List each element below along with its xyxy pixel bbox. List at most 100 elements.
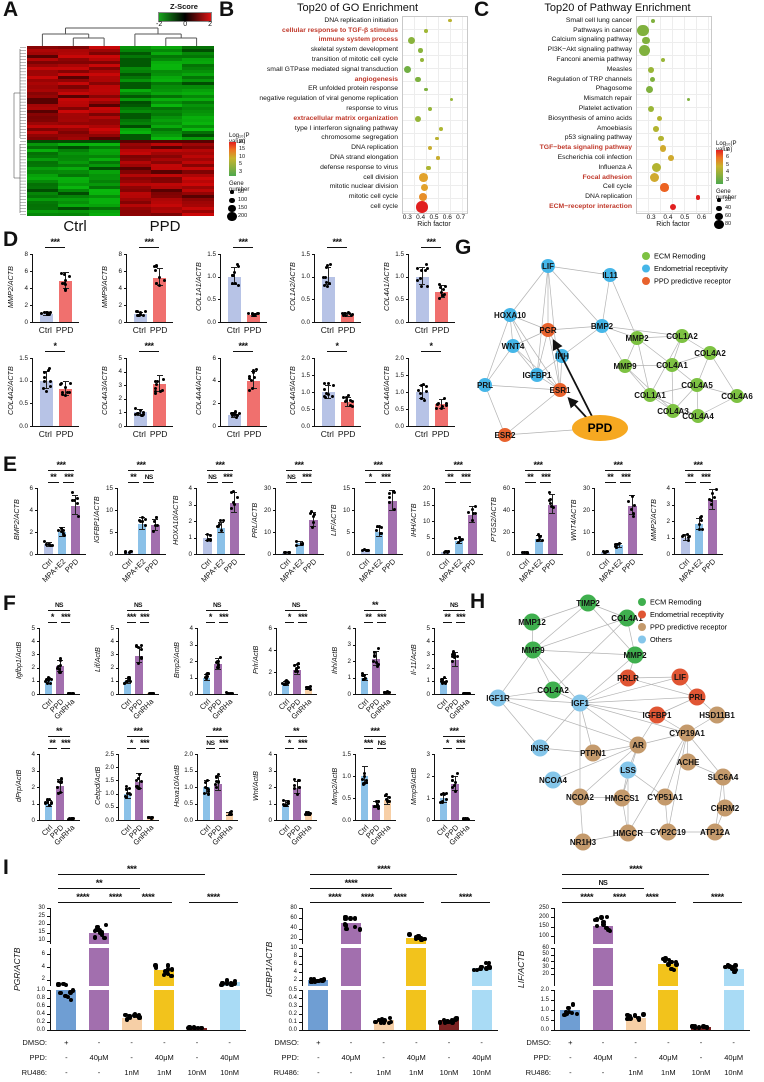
heatmap-cell xyxy=(89,212,121,217)
y-tick-label: 1.0 xyxy=(36,986,45,993)
y-tick-mark xyxy=(353,754,356,755)
error-bar xyxy=(458,537,460,544)
heatmap-cell xyxy=(151,70,183,74)
data-point xyxy=(165,971,171,977)
heatmap-cell xyxy=(151,52,183,56)
network-node-col4a4 xyxy=(691,409,705,423)
data-point xyxy=(219,518,223,522)
data-point xyxy=(419,383,423,387)
bar xyxy=(216,527,226,554)
dotplot-category-label: negative regulation of viral genome repl… xyxy=(259,95,398,103)
data-point xyxy=(63,289,67,293)
y-tick-mark xyxy=(432,798,435,799)
data-point xyxy=(139,312,143,316)
heatmap-cell xyxy=(151,91,183,96)
dotplot-category-label: Calcium signaling pathway xyxy=(551,36,632,44)
y-tick-mark xyxy=(124,426,127,427)
significance-label: **** xyxy=(377,864,391,875)
data-point xyxy=(56,982,61,988)
data-point xyxy=(48,311,52,315)
condition-value: - xyxy=(349,1068,353,1077)
data-point xyxy=(601,922,606,927)
data-point xyxy=(466,817,470,821)
heatmap-cell xyxy=(182,212,214,217)
y-tick-mark xyxy=(47,1006,50,1007)
bar xyxy=(135,655,143,694)
axis-segment xyxy=(302,948,303,986)
heatmap-cell xyxy=(120,143,152,147)
network-node-label: INSR xyxy=(530,744,549,753)
condition-value: 10nM xyxy=(187,1068,207,1077)
dotplot-category-label: Focal adhesion xyxy=(582,173,632,181)
data-point xyxy=(62,273,66,277)
data-point xyxy=(327,381,331,385)
data-point xyxy=(450,778,454,782)
error-bar-cap xyxy=(452,652,458,654)
y-tick-label: 40 xyxy=(290,925,297,932)
heatmap-cell xyxy=(120,46,152,50)
network-node-hmgcr xyxy=(619,824,637,842)
error-bar-cap xyxy=(344,315,351,317)
data-point xyxy=(163,279,167,283)
significance-label: NS xyxy=(133,602,143,609)
data-point xyxy=(377,524,381,528)
x-group-label: PPD xyxy=(431,429,450,439)
network-node-label: LSS xyxy=(620,766,636,775)
y-tick-label: 0.0 xyxy=(395,422,404,430)
axis-segment xyxy=(50,948,51,986)
legend-gene-tick: 60 xyxy=(725,212,732,219)
data-point xyxy=(349,314,353,318)
network-node-label: COL4A2 xyxy=(694,349,726,358)
y-tick-label: 1 xyxy=(268,800,272,807)
heatmap-cell xyxy=(27,161,59,165)
network-node-mmp12 xyxy=(523,613,541,631)
x-group-label: Ctrl xyxy=(226,325,240,335)
data-point xyxy=(304,686,308,689)
legend-gene-dot xyxy=(715,212,723,221)
data-point xyxy=(124,1017,130,1022)
data-point xyxy=(58,990,63,996)
segmented-plot xyxy=(47,908,246,1031)
data-point xyxy=(143,310,147,314)
data-point xyxy=(324,265,328,269)
condition-value: 1nM xyxy=(661,1068,676,1077)
data-point xyxy=(669,959,674,965)
data-point xyxy=(135,310,139,314)
significance-line xyxy=(442,736,466,737)
heatmap-cell xyxy=(120,109,152,114)
network-node-prl xyxy=(478,378,492,392)
y-tick-mark xyxy=(47,954,50,956)
data-point xyxy=(60,776,64,780)
data-point xyxy=(169,973,174,978)
heatmap-cell xyxy=(182,170,214,174)
significance-label: * xyxy=(129,738,134,748)
data-point xyxy=(322,388,326,392)
y-tick-mark xyxy=(116,767,119,769)
data-point xyxy=(307,685,311,689)
data-point xyxy=(725,963,731,968)
data-point xyxy=(666,962,671,967)
data-point xyxy=(422,936,427,942)
network-node-label: COL1A1 xyxy=(634,391,666,400)
data-point xyxy=(63,982,69,988)
bar xyxy=(723,968,744,986)
bar-chart: LIF/ACTB 0 5 10 15 * *** *** Ctrl MPA+E2 PPD xyxy=(329,460,406,588)
network-node-label: IGF1 xyxy=(571,699,589,708)
y-tick-mark xyxy=(551,961,554,963)
data-point xyxy=(361,778,365,782)
network-node-label: COL4A5 xyxy=(681,381,713,390)
data-point xyxy=(453,1017,458,1022)
data-point xyxy=(66,994,71,999)
heatmap-group-ctrl: Ctrl xyxy=(63,218,87,235)
dotplot-point xyxy=(414,115,422,122)
data-point xyxy=(300,543,304,547)
heatmap-cell xyxy=(58,164,90,168)
data-point xyxy=(47,369,51,373)
bar-chart-y-label: Igfbp1/ActB xyxy=(14,641,23,679)
significance-line xyxy=(205,622,215,623)
y-tick-label: 2.0 xyxy=(395,354,404,362)
heatmap-cell xyxy=(151,67,183,71)
heatmap-cell xyxy=(58,176,90,181)
condition-value: - xyxy=(480,1038,483,1047)
dotplot-point xyxy=(648,67,655,73)
